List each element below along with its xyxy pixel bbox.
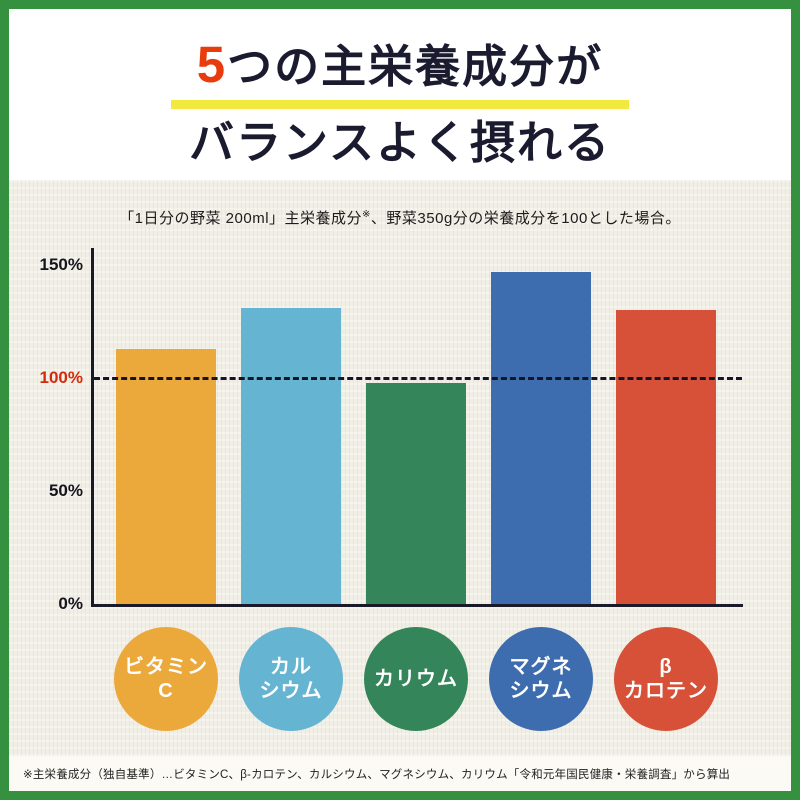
chart-subtitle-part2: 、野菜350g分の栄養成分を100とした場合。 (370, 210, 681, 227)
bar-1 (116, 349, 216, 604)
y-tick-0: 0% (58, 594, 83, 613)
y-tick-100: 100% (39, 368, 83, 387)
y-tick-50: 50% (48, 481, 83, 500)
bar-3 (366, 383, 466, 604)
chart-subtitle-asterisk: ※ (362, 209, 371, 220)
y-axis-line (91, 248, 94, 607)
category-badge-1: ビタミン C (114, 627, 218, 731)
chart-subtitle: 「1日分の野菜 200ml」主栄養成分※、野菜350g分の栄養成分を100とした… (9, 207, 791, 228)
footnote: ※主栄養成分（独自基準）…ビタミンC、β-カロテン、カルシウム、マグネシウム、カ… (9, 756, 791, 791)
title-line1-text: つの主栄養成分が (227, 41, 604, 92)
y-tick-150: 150% (39, 255, 83, 274)
category-badge-text: β (659, 655, 673, 678)
x-axis-line (91, 604, 743, 607)
category-badge-text: C (158, 680, 174, 702)
bar-5 (616, 310, 716, 604)
title-underline (171, 100, 629, 110)
title-block: 5つの主栄養成分が バランスよく摂れる (9, 9, 791, 180)
category-badge-3: カリウム (364, 627, 468, 731)
category-badge-4: マグネ シウム (489, 627, 593, 731)
category-badge-text: シウム (259, 680, 323, 702)
reference-line-100pct (94, 377, 742, 380)
category-badge-text: シウム (509, 680, 573, 702)
chart-subtitle-part1: 「1日分の野菜 200ml」主栄養成分 (119, 210, 363, 227)
bar-2 (241, 308, 341, 604)
title-line-2: バランスよく摂れる (188, 117, 612, 169)
bar-chart: 「1日分の野菜 200ml」主栄養成分※、野菜350g分の栄養成分を100とした… (9, 180, 791, 756)
category-badge-text: マグネ (509, 655, 573, 678)
title-line-1: 5つの主栄養成分が (9, 36, 791, 93)
category-badge-5: β カロテン (614, 627, 718, 731)
category-badge-text: カリウム (374, 667, 458, 690)
category-badge-text: カル (270, 655, 312, 678)
bar-4 (491, 272, 591, 604)
title-accent-number: 5 (196, 36, 228, 93)
category-badge-text: カロテン (624, 680, 708, 702)
category-badge-2: カル シウム (239, 627, 343, 731)
category-badge-text: ビタミン (124, 655, 208, 678)
